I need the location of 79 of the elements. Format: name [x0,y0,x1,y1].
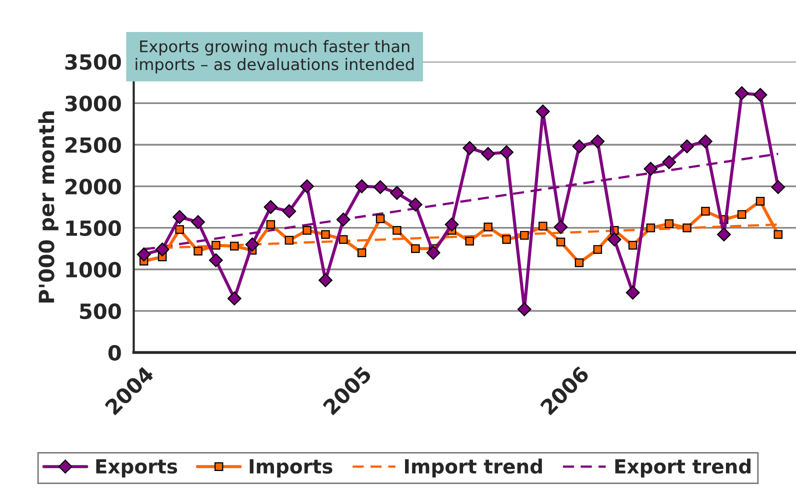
point [390,186,404,200]
point [538,222,548,231]
y-tick-label: 3500 [65,54,121,70]
point [771,180,786,194]
y-tick-label: 0 [108,344,121,361]
point [536,104,550,118]
point [411,244,420,253]
point [212,240,220,250]
point [245,238,260,252]
point [753,88,768,102]
point [500,145,514,160]
point [227,292,242,306]
legend-label: Import trend [405,458,542,478]
point [172,210,187,224]
point [175,225,184,234]
point [626,286,640,300]
y-tick-label: 2500 [66,137,121,153]
legend-label: Export trend [615,458,750,478]
point [701,206,710,216]
point [155,242,170,256]
point [282,204,296,218]
point [354,179,369,194]
y-tick-label: 3000 [65,96,121,112]
point [357,248,366,258]
point [593,245,602,254]
annotation: Exports growing much faster than imports – as devaluations intended [136,40,414,74]
point [484,222,492,232]
point [373,180,388,194]
point [230,242,239,250]
y-tick-label: 1000 [66,262,121,278]
point [266,220,276,229]
point [734,86,749,100]
point [520,230,529,240]
point [646,223,656,232]
point [517,302,532,316]
y-tick-label: 2000 [66,178,121,194]
point [662,155,676,170]
point [318,273,332,288]
point [717,228,731,242]
point [465,236,474,246]
point [682,223,692,232]
point [502,235,511,244]
point [302,226,312,235]
point [698,134,712,148]
point [338,235,348,244]
point [392,226,402,235]
legend-label: Exports [96,459,178,478]
point [574,258,584,268]
point [680,139,694,154]
point [462,141,477,155]
y-tick-label: 500 [80,303,121,320]
point [264,200,278,214]
point [590,134,605,148]
point [136,247,151,262]
point [556,238,566,246]
y-axis-title: P'000 per month [38,111,58,302]
point [336,212,350,226]
point [208,253,223,268]
point [554,220,568,234]
y-tick-label: 1500 [66,220,121,236]
point [300,179,314,194]
point [572,139,586,154]
point [321,230,330,239]
legend-label: Imports [250,459,332,478]
point [607,232,622,246]
point [774,230,783,239]
point [194,246,202,256]
point [628,240,638,250]
point [481,146,496,161]
point [426,246,440,260]
point [376,214,385,224]
point [444,218,459,232]
point [191,215,205,229]
point [644,162,658,176]
point [756,196,765,206]
point [284,236,294,245]
point [737,210,746,219]
point [664,219,674,228]
point [408,198,422,212]
